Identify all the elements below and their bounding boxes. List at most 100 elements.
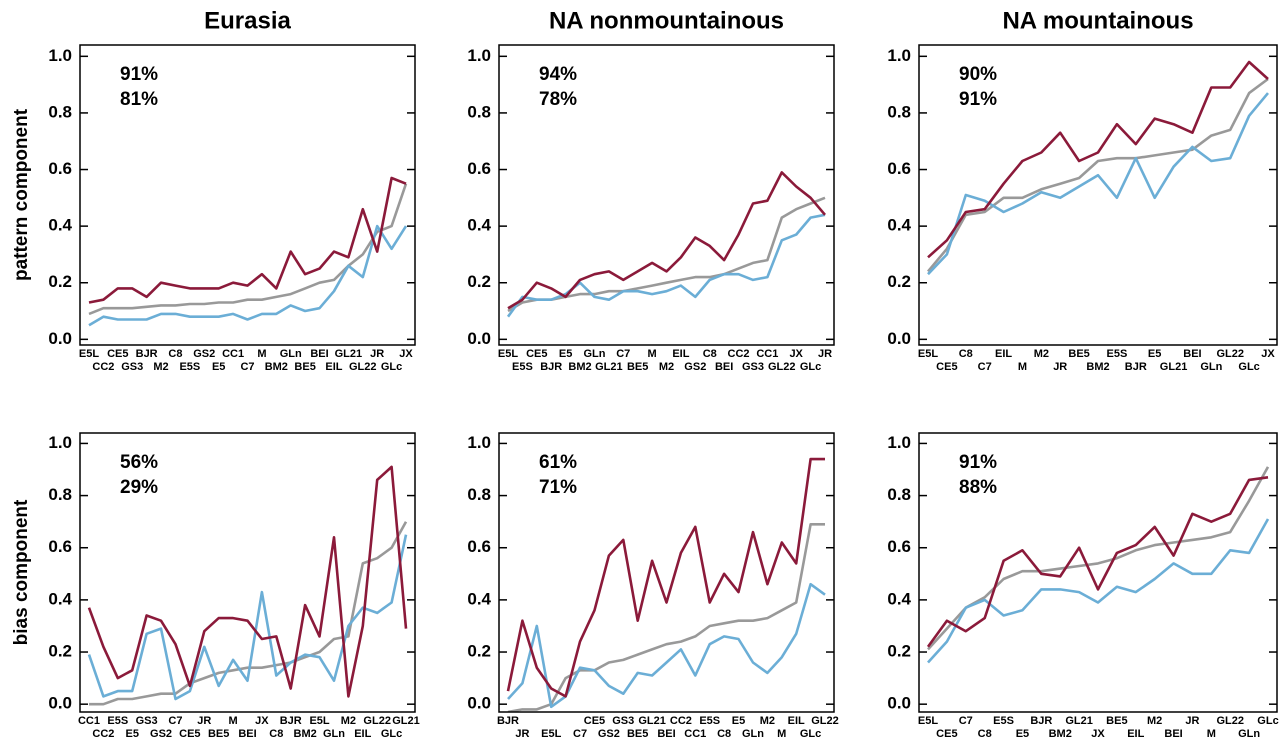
x-tick-label: GS2 (598, 728, 620, 740)
panel-title: Eurasia (204, 7, 291, 34)
x-tick-label: M (648, 348, 657, 360)
x-tick-label: C7 (168, 715, 182, 727)
y-tick-label: 0.2 (467, 272, 491, 291)
x-tick-label: GL22 (1216, 715, 1244, 727)
panel-title: NA nonmountainous (549, 7, 784, 34)
x-tick-label: M (1207, 728, 1216, 740)
x-tick-label: GLc (800, 728, 821, 740)
series-line (506, 457, 825, 698)
x-tick-label: BM2 (265, 361, 288, 373)
series-line (507, 582, 826, 709)
annotation: 88% (959, 477, 997, 498)
x-tick-label: C7 (978, 361, 992, 373)
series-line (88, 176, 407, 304)
x-tick-label: C7 (573, 728, 587, 740)
x-tick-label: BM2 (294, 728, 317, 740)
x-tick-label: EIL (1127, 728, 1144, 740)
y-tick-label: 0.2 (48, 642, 72, 661)
x-tick-label: GS3 (742, 361, 764, 373)
x-tick-label: M2 (153, 361, 168, 373)
x-tick-label: GLc (381, 361, 402, 373)
x-tick-label: GLn (280, 348, 302, 360)
x-tick-label: CC1 (222, 348, 244, 360)
x-tick-label: E5L (918, 348, 938, 360)
plot-frame (79, 44, 416, 346)
x-tick-label: GL21 (1160, 361, 1188, 373)
annotation: 71% (539, 477, 577, 498)
x-tick-label: BJR (540, 361, 562, 373)
x-tick-label: C8 (168, 348, 182, 360)
x-tick-label: JR (515, 728, 529, 740)
plot-frame (498, 44, 835, 346)
x-tick-label: GS2 (193, 348, 215, 360)
x-tick-label: M2 (1034, 348, 1049, 360)
x-tick-label: E5S (699, 715, 720, 727)
series-line (927, 466, 1270, 651)
x-tick-label: M2 (1147, 715, 1162, 727)
x-tick-label: BM2 (1086, 361, 1109, 373)
x-tick-label: GL21 (638, 715, 666, 727)
x-tick-label: CE5 (936, 728, 957, 740)
y-tick-label: 1.0 (887, 46, 911, 65)
series-line (927, 77, 1269, 273)
x-tick-label: M (257, 348, 266, 360)
x-tick-label: JR (370, 348, 384, 360)
x-tick-label: C8 (703, 348, 717, 360)
y-tick-label: 0.8 (467, 102, 491, 121)
x-tick-label: BEI (1183, 348, 1201, 360)
annotation: 91% (959, 452, 997, 473)
y-tick-label: 1.0 (467, 433, 491, 452)
y-tick-label: 0.8 (887, 485, 911, 504)
x-tick-label: GL21 (595, 361, 623, 373)
x-tick-label: CE5 (584, 715, 605, 727)
series-line (88, 224, 408, 327)
x-tick-label: GLc (1257, 715, 1278, 727)
y-tick-label: 0.4 (48, 589, 72, 608)
x-tick-label: M2 (659, 361, 674, 373)
annotation: 90% (959, 64, 997, 85)
annotation: 29% (120, 477, 158, 498)
x-tick-label: EIL (995, 348, 1012, 360)
x-tick-label: CC1 (78, 715, 100, 727)
x-tick-label: JR (1185, 715, 1199, 727)
x-tick-label: CC1 (684, 728, 706, 740)
x-tick-label: CC1 (756, 348, 778, 360)
x-tick-label: GS2 (150, 728, 172, 740)
x-tick-label: GLc (1238, 361, 1259, 373)
x-tick-label: GLn (742, 728, 764, 740)
annotation: 91% (120, 64, 158, 85)
y-tick-label: 0.2 (48, 272, 72, 291)
x-tick-label: E5 (732, 715, 745, 727)
x-tick-label: E5 (1016, 728, 1029, 740)
x-tick-label: C8 (978, 728, 992, 740)
x-tick-label: E5L (498, 348, 518, 360)
y-tick-label: 0.0 (467, 329, 491, 348)
series-line (88, 183, 408, 316)
y-tick-label: 0.0 (48, 694, 72, 713)
x-tick-label: BE5 (1106, 715, 1127, 727)
series-line (507, 196, 826, 313)
x-tick-label: JX (789, 348, 803, 360)
y-tick-label: 0.2 (467, 642, 491, 661)
x-tick-label: CC2 (670, 715, 692, 727)
y-tick-label: 0.8 (467, 485, 491, 504)
x-tick-label: M2 (760, 715, 775, 727)
plot-frame (918, 432, 1278, 713)
plot-frame (498, 432, 835, 713)
y-tick-label: 1.0 (887, 433, 911, 452)
x-tick-label: M2 (341, 715, 356, 727)
x-tick-label: JR (197, 715, 211, 727)
x-tick-label: GLn (1238, 728, 1260, 740)
x-tick-label: C8 (959, 348, 973, 360)
y-tick-label: 0.2 (887, 272, 911, 291)
series-line (927, 518, 1270, 664)
x-tick-label: CE5 (526, 348, 547, 360)
y-tick-label: 0.6 (48, 159, 72, 178)
x-tick-label: E5L (309, 715, 329, 727)
x-tick-label: BM2 (568, 361, 591, 373)
y-tick-label: 1.0 (48, 433, 72, 452)
x-tick-label: EIL (325, 361, 342, 373)
x-tick-label: BE5 (627, 728, 648, 740)
y-tick-label: 0.8 (48, 102, 72, 121)
x-tick-label: BJR (280, 715, 302, 727)
